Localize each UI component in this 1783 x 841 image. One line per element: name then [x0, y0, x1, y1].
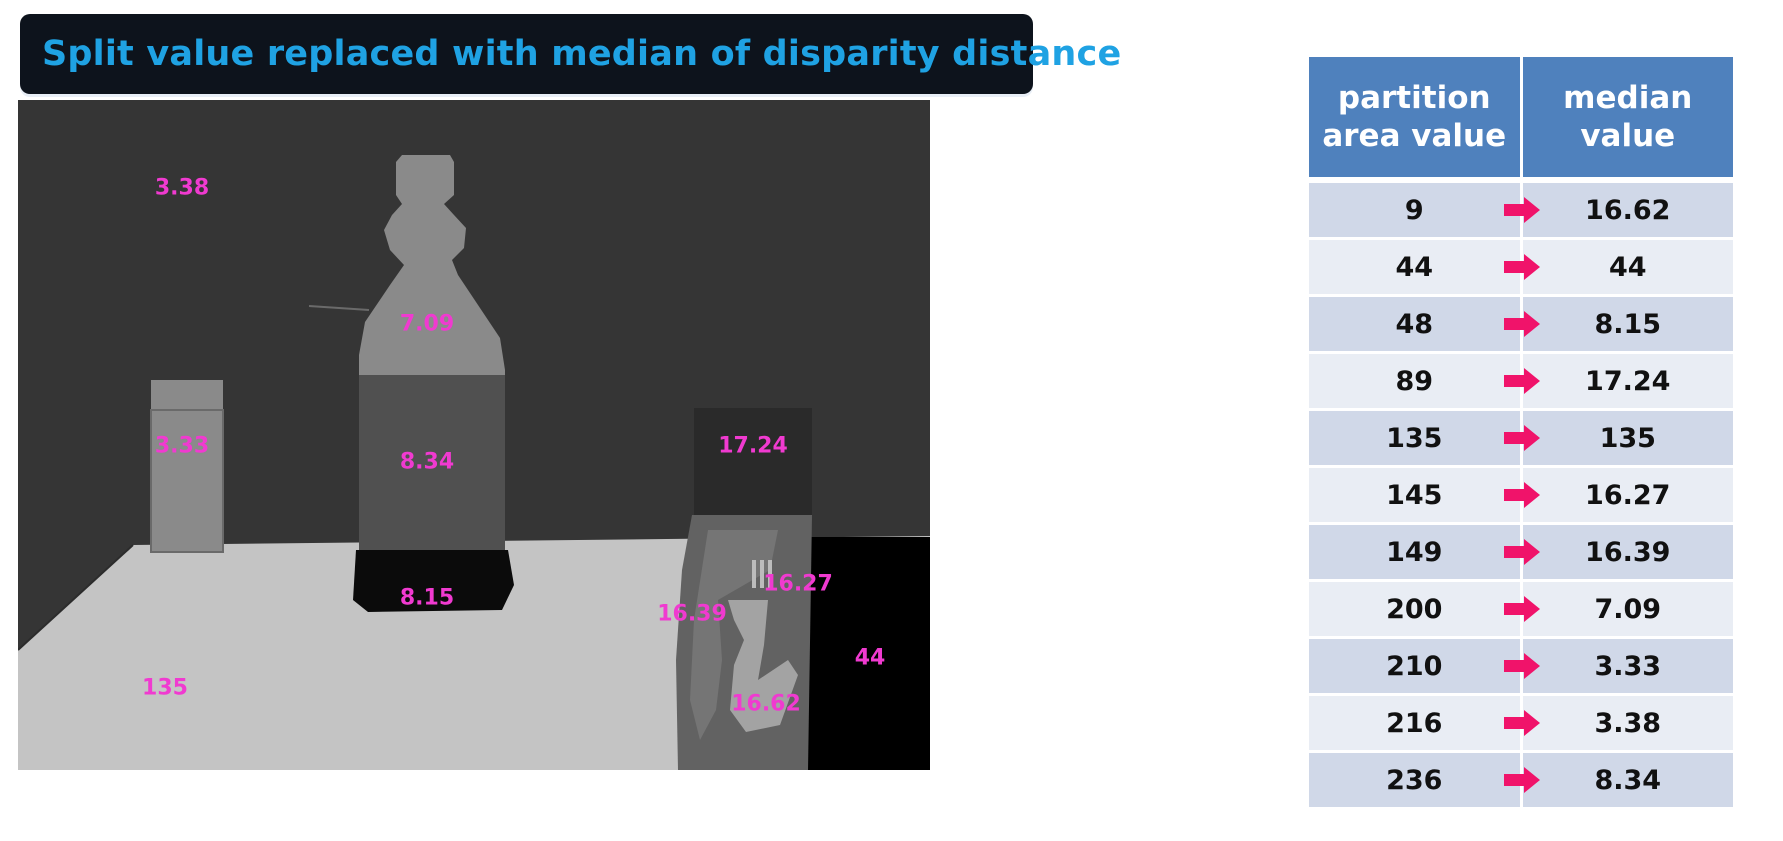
median-value-cell: 3.33 — [1519, 639, 1734, 693]
table-row: 236 8.34 — [1309, 753, 1733, 807]
header-median-label: median value — [1563, 80, 1693, 154]
table-row: 216 3.38 — [1309, 696, 1733, 750]
median-value-cell: 17.24 — [1519, 354, 1734, 408]
partition-area-value-cell: 135 — [1386, 422, 1443, 454]
header-partition-label: partition area value — [1322, 80, 1507, 154]
median-value-cell: 16.62 — [1519, 183, 1734, 237]
table-row: 135 135 — [1309, 411, 1733, 465]
right-arrow-icon — [1504, 539, 1540, 565]
region-label-box-left: 16.39 — [657, 601, 727, 627]
region-label-black-region: 44 — [854, 645, 886, 671]
median-value-cell: 16.39 — [1519, 525, 1734, 579]
right-arrow-icon — [1504, 425, 1540, 451]
region-label-dark-box-top: 17.24 — [718, 433, 788, 459]
right-arrow-icon — [1504, 596, 1540, 622]
region-label-box-lower: 16.62 — [731, 691, 801, 717]
table-row: 145 16.27 — [1309, 468, 1733, 522]
region-label-bottle-neck: 7.09 — [399, 311, 455, 337]
header-partition-area-value: partition area value — [1309, 57, 1520, 177]
region-label-small-bottle: 3.33 — [154, 433, 210, 459]
region-label-bottle-body: 8.34 — [399, 449, 455, 475]
right-arrow-icon — [1504, 197, 1540, 223]
partition-area-value-cell: 210 — [1386, 650, 1443, 682]
right-arrow-icon — [1504, 368, 1540, 394]
partition-area-value-cell: 200 — [1386, 593, 1443, 625]
partition-area-value-cell: 9 — [1404, 194, 1424, 226]
right-arrow-icon — [1504, 767, 1540, 793]
median-value-cell: 3.38 — [1519, 696, 1734, 750]
partition-area-value-cell: 216 — [1386, 707, 1443, 739]
region-label-table-surface: 135 — [142, 675, 188, 701]
right-arrow-icon — [1504, 653, 1540, 679]
region-label-bottle-base: 8.15 — [399, 585, 455, 611]
table-row: 9 16.62 — [1309, 183, 1733, 237]
header-median-value: median value — [1519, 57, 1734, 177]
median-value-cell: 7.09 — [1519, 582, 1734, 636]
title-banner: Split value replaced with median of disp… — [20, 14, 1121, 94]
table-body: 9 16.62 44 44 48 8.15 89 17.24 135 135 145 16.27 149… — [1309, 183, 1733, 807]
right-arrow-icon — [1504, 482, 1540, 508]
table-row: 89 17.24 — [1309, 354, 1733, 408]
partition-area-value-cell: 89 — [1395, 365, 1434, 397]
median-value-cell: 8.34 — [1519, 753, 1734, 807]
page-title: Split value replaced with median of disp… — [42, 34, 1122, 74]
partition-area-value-cell: 145 — [1386, 479, 1443, 511]
median-value-cell: 44 — [1519, 240, 1734, 294]
median-value-cell: 16.27 — [1519, 468, 1734, 522]
partition-area-value-cell: 48 — [1395, 308, 1434, 340]
disparity-map-graphic — [18, 100, 930, 770]
partition-area-value-cell: 44 — [1395, 251, 1434, 283]
right-arrow-icon — [1504, 254, 1540, 280]
table-row: 210 3.33 — [1309, 639, 1733, 693]
disparity-map-image: 3.38 7.09 3.33 8.34 8.15 17.24 16.27 16.… — [18, 100, 930, 770]
header-divider — [1309, 177, 1733, 183]
region-label-background-wall: 3.38 — [154, 175, 210, 201]
median-value-cell: 135 — [1519, 411, 1734, 465]
table-row: 44 44 — [1309, 240, 1733, 294]
table-row: 149 16.39 — [1309, 525, 1733, 579]
table-row: 200 7.09 — [1309, 582, 1733, 636]
partition-area-value-cell: 236 — [1386, 764, 1443, 796]
table-header: partition area value median value — [1309, 57, 1733, 177]
median-value-cell: 8.15 — [1519, 297, 1734, 351]
partition-area-value-cell: 149 — [1386, 536, 1443, 568]
right-arrow-icon — [1504, 710, 1540, 736]
right-arrow-icon — [1504, 311, 1540, 337]
region-label-box-right: 16.27 — [763, 571, 833, 597]
table-row: 48 8.15 — [1309, 297, 1733, 351]
median-mapping-table: partition area value median value 9 16.62… — [1309, 57, 1733, 810]
